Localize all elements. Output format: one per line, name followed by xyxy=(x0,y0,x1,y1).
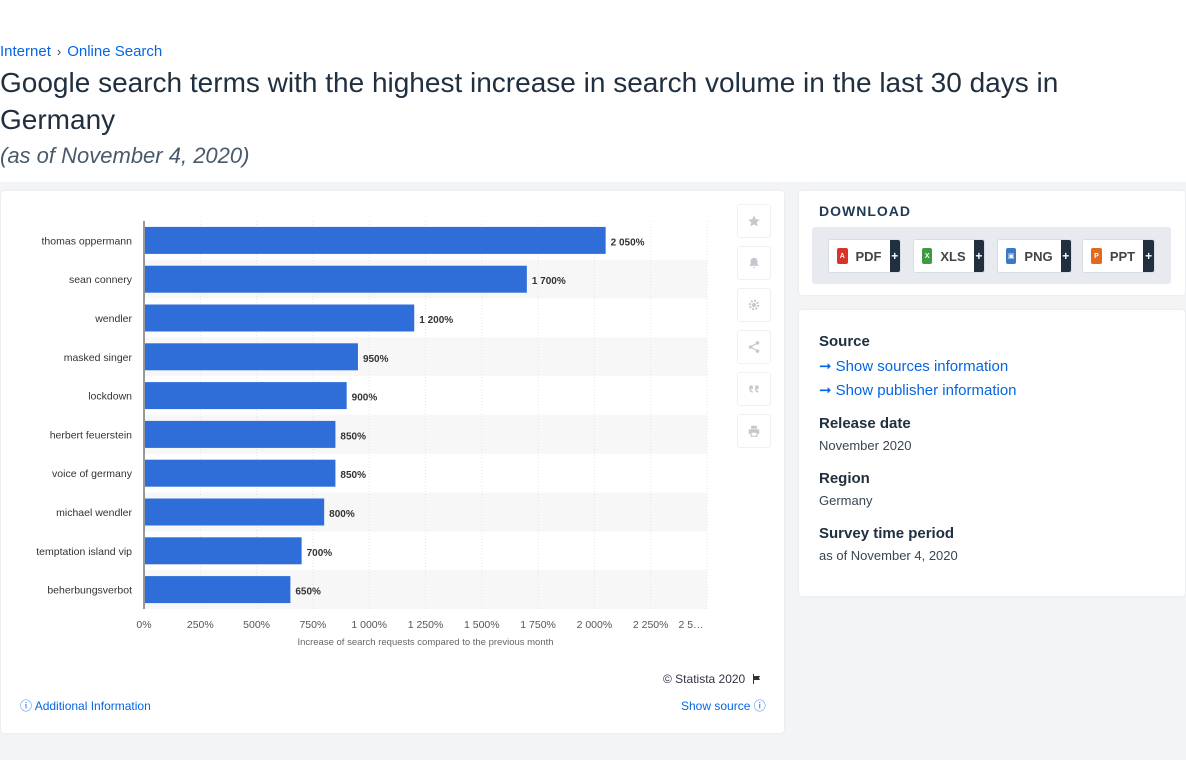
download-pdf-label: PDF xyxy=(855,248,882,264)
arrow-right-icon: ➞ xyxy=(819,358,832,375)
show-publisher-label: Show publisher information xyxy=(835,381,1017,399)
chart-toolbar xyxy=(737,204,773,456)
x-tick-label: 1 000% xyxy=(351,619,387,631)
page-subtitle: (as of November 4, 2020) xyxy=(0,143,250,168)
release-date-value: November 2020 xyxy=(819,438,912,453)
category-label: masked singer xyxy=(64,352,133,364)
category-label: temptation island vip xyxy=(36,546,132,558)
quote-icon[interactable] xyxy=(737,372,771,406)
x-tick-label: 750% xyxy=(299,619,326,631)
show-source-label: Show source xyxy=(681,699,751,713)
data-label: 700% xyxy=(307,548,333,559)
category-label: lockdown xyxy=(88,391,132,403)
breadcrumb-link-online-search[interactable]: Online Search xyxy=(67,43,163,60)
page-title: Google search terms with the highest inc… xyxy=(0,67,1059,135)
bar xyxy=(145,304,415,332)
plus-icon: + xyxy=(1143,240,1154,272)
data-label: 650% xyxy=(295,587,321,598)
chart-card: thomas oppermann 2 050% sean connery 1 700%… xyxy=(1,191,784,733)
download-png-button[interactable]: ▣ PNG + xyxy=(997,239,1072,273)
x-tick-label: 250% xyxy=(187,619,214,631)
data-label: 2 050% xyxy=(611,237,645,248)
data-label: 850% xyxy=(340,431,366,442)
breadcrumb: Internet › Online Search xyxy=(0,43,162,60)
xls-file-icon: X xyxy=(922,248,933,264)
download-pdf-button[interactable]: A PDF + xyxy=(828,239,901,273)
bar xyxy=(145,382,347,410)
category-label: michael wendler xyxy=(56,507,132,519)
copyright-notice: © Statista 2020 xyxy=(663,672,763,686)
x-tick-label: 2 5… xyxy=(678,619,703,631)
download-ppt-label: PPT xyxy=(1109,248,1136,264)
x-tick-label: 1 250% xyxy=(408,619,444,631)
download-title: DOWNLOAD xyxy=(819,203,911,219)
additional-information-label: Additional Information xyxy=(34,699,151,713)
plus-icon: + xyxy=(1060,240,1071,272)
category-label: thomas oppermann xyxy=(42,235,133,247)
download-card: DOWNLOAD A PDF + X XLS + ▣ PNG + P PPT + xyxy=(799,191,1185,295)
share-icon[interactable] xyxy=(737,330,771,364)
statistic-info-card: Source ➞ Show sources information ➞ Show… xyxy=(799,310,1185,596)
category-label: herbert feuerstein xyxy=(50,429,132,441)
download-ppt-button[interactable]: P PPT + xyxy=(1082,239,1155,273)
additional-information-link[interactable]: ⓘ Additional Information xyxy=(20,697,151,714)
x-tick-label: 500% xyxy=(243,619,270,631)
gear-icon[interactable] xyxy=(737,288,771,322)
breadcrumb-link-internet[interactable]: Internet xyxy=(0,43,51,60)
x-axis-title: Increase of search requests compared to … xyxy=(297,637,553,648)
category-label: voice of germany xyxy=(52,468,133,480)
download-png-label: PNG xyxy=(1024,248,1053,264)
bar xyxy=(145,459,336,487)
show-sources-link[interactable]: ➞ Show sources information xyxy=(819,357,1009,376)
bell-icon[interactable] xyxy=(737,246,771,280)
plus-icon: + xyxy=(973,240,984,272)
region-value: Germany xyxy=(819,493,873,508)
data-label: 800% xyxy=(329,509,355,520)
info-icon: ⓘ xyxy=(20,699,33,713)
x-tick-label: 1 500% xyxy=(464,619,500,631)
download-buttons: A PDF + X XLS + ▣ PNG + P PPT + xyxy=(812,227,1171,284)
png-file-icon: ▣ xyxy=(1006,248,1017,264)
bar xyxy=(145,498,325,526)
category-label: sean connery xyxy=(69,274,133,286)
data-label: 950% xyxy=(363,354,389,365)
bar-chart: thomas oppermann 2 050% sean connery 1 700%… xyxy=(36,221,708,648)
bar xyxy=(145,537,302,565)
x-tick-label: 1 750% xyxy=(520,619,556,631)
download-xls-label: XLS xyxy=(940,248,966,264)
x-tick-label: 2 250% xyxy=(633,619,669,631)
bar xyxy=(145,343,358,371)
region-heading: Region xyxy=(819,470,870,487)
category-label: beherbungsverbot xyxy=(47,585,132,597)
copyright-text: © Statista 2020 xyxy=(663,672,746,686)
ppt-file-icon: P xyxy=(1091,248,1102,264)
flag-icon[interactable] xyxy=(751,673,763,685)
x-tick-label: 0% xyxy=(136,619,151,631)
bar xyxy=(145,420,336,448)
pdf-file-icon: A xyxy=(837,248,848,264)
release-date-heading: Release date xyxy=(819,415,911,432)
x-tick-label: 2 000% xyxy=(577,619,613,631)
bar xyxy=(145,265,527,293)
data-label: 1 700% xyxy=(532,276,566,287)
plus-icon: + xyxy=(889,240,900,272)
data-label: 1 200% xyxy=(419,315,453,326)
star-icon[interactable] xyxy=(737,204,771,238)
breadcrumb-separator: › xyxy=(56,44,62,59)
arrow-right-icon: ➞ xyxy=(819,382,832,399)
show-source-link[interactable]: Show source ⓘ xyxy=(681,697,766,714)
data-label: 900% xyxy=(352,393,378,404)
bar xyxy=(145,226,606,254)
download-xls-button[interactable]: X XLS + xyxy=(913,239,985,273)
data-label: 850% xyxy=(340,470,366,481)
survey-period-heading: Survey time period xyxy=(819,525,955,542)
category-label: wendler xyxy=(94,313,132,325)
survey-period-value: as of November 4, 2020 xyxy=(819,548,958,563)
print-icon[interactable] xyxy=(737,414,771,448)
info-icon: ⓘ xyxy=(753,699,766,713)
show-publisher-link[interactable]: ➞ Show publisher information xyxy=(819,381,1017,400)
bar xyxy=(145,576,291,604)
source-heading: Source xyxy=(819,333,870,350)
show-sources-label: Show sources information xyxy=(835,357,1009,375)
